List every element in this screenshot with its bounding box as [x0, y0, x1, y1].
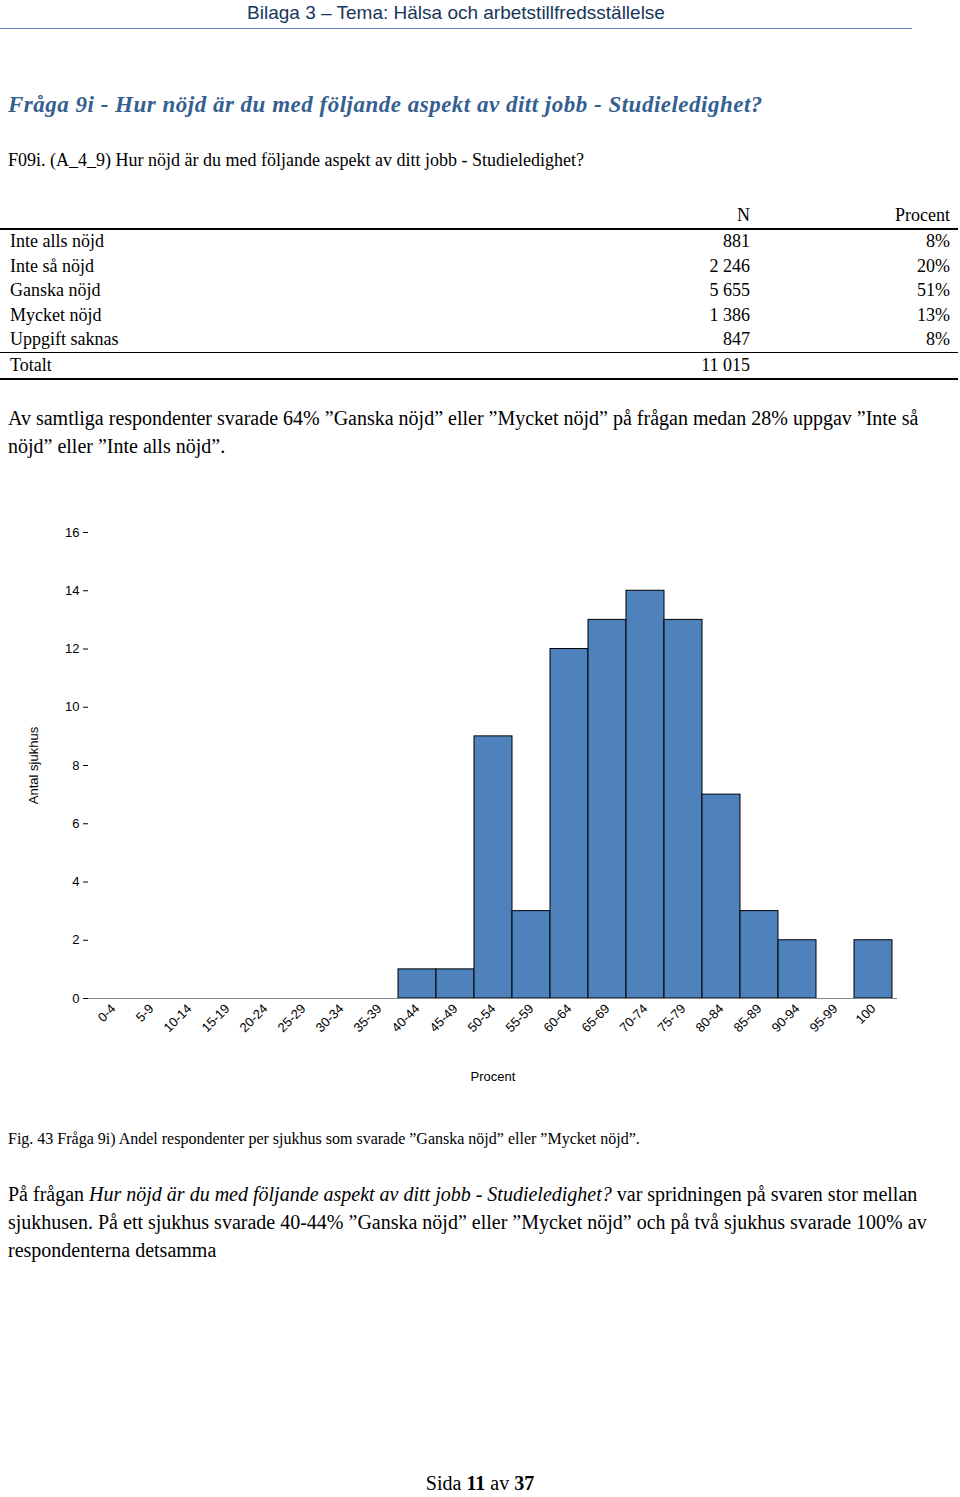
svg-text:45-49: 45-49	[426, 1001, 460, 1035]
html-text:Fig. 43 Fråga 9i) Andel respon: Fig. 43 Fråga 9i) Andel respondenter per…	[8, 1130, 640, 1147]
html-text:5 655: 5 655	[709, 280, 750, 301]
html-text:2 246: 2 246	[709, 255, 750, 276]
svg-text:5-9: 5-9	[133, 1001, 157, 1025]
html-text:Inte så nöjd: Inte så nöjd	[10, 255, 94, 276]
html-text:20%: 20%	[917, 255, 950, 276]
svg-text:10-14: 10-14	[160, 1001, 194, 1035]
svg-text:14: 14	[65, 583, 79, 598]
svg-text:100: 100	[853, 1001, 879, 1027]
svg-text:65-69: 65-69	[578, 1001, 612, 1035]
svg-text:12: 12	[65, 641, 79, 656]
svg-text:30-34: 30-34	[312, 1001, 346, 1035]
html-text:Sida 11 av 37: Sida 11 av 37	[425, 1472, 535, 1494]
html-text:51%: 51%	[917, 280, 950, 301]
html-text:Bilaga 3 – Tema: Hälsa och arb: Bilaga 3 – Tema: Hälsa och arbetstillfre…	[247, 2, 665, 23]
svg-text:70-74: 70-74	[616, 1001, 650, 1035]
html-text:8%: 8%	[926, 329, 950, 350]
html-text:Procent: Procent	[895, 204, 950, 225]
svg-text:75-79: 75-79	[654, 1001, 688, 1035]
svg-text:6: 6	[72, 816, 79, 831]
html-text:847: 847	[723, 329, 750, 350]
svg-text:0-4: 0-4	[95, 1001, 119, 1025]
html-text:881: 881	[723, 231, 750, 252]
svg-text:80-84: 80-84	[692, 1001, 726, 1035]
svg-text:8: 8	[72, 758, 79, 773]
svg-text:90-94: 90-94	[768, 1001, 802, 1035]
svg-text:Antal sjukhus: Antal sjukhus	[26, 726, 41, 804]
html-text:Ganska nöjd: Ganska nöjd	[10, 280, 101, 301]
svg-text:15-19: 15-19	[198, 1001, 232, 1035]
svg-text:50-54: 50-54	[464, 1001, 498, 1035]
svg-text:35-39: 35-39	[350, 1001, 384, 1035]
svg-text:Procent: Procent	[471, 1069, 516, 1084]
html-text:Uppgift saknas: Uppgift saknas	[10, 329, 119, 350]
html-text:F09i. (A_4_9) Hur nöjd är du m: F09i. (A_4_9) Hur nöjd är du med följand…	[8, 150, 584, 170]
html-text:Fråga 9i - Hur nöjd är du med: Fråga 9i - Hur nöjd är du med följande a…	[8, 92, 763, 117]
html-text:N: N	[737, 204, 750, 225]
svg-text:85-89: 85-89	[730, 1001, 764, 1035]
svg-text:25-29: 25-29	[274, 1001, 308, 1035]
svg-text:16: 16	[65, 525, 79, 540]
svg-text:2: 2	[72, 932, 79, 947]
svg-text:0: 0	[72, 991, 79, 1006]
html-text:Inte alls nöjd: Inte alls nöjd	[10, 231, 104, 252]
svg-text:95-99: 95-99	[806, 1001, 840, 1035]
svg-text:60-64: 60-64	[540, 1001, 574, 1035]
html-text:Av samtliga respondenter svara: Av samtliga respondenter svarade 64% ”Ga…	[8, 407, 919, 457]
svg-text:10: 10	[65, 699, 79, 714]
html-text:11 015: 11 015	[701, 354, 750, 375]
html-text:1 386: 1 386	[709, 304, 750, 325]
svg-text:20-24: 20-24	[236, 1001, 270, 1035]
svg-text:40-44: 40-44	[388, 1001, 422, 1035]
html-text:Totalt: Totalt	[10, 354, 52, 375]
svg-text:4: 4	[72, 874, 79, 889]
html-text:13%: 13%	[917, 304, 950, 325]
html-text:Mycket nöjd: Mycket nöjd	[10, 304, 102, 325]
html-text:På frågan Hur nöjd är du med f: På frågan Hur nöjd är du med följande as…	[8, 1183, 927, 1261]
svg-text:55-59: 55-59	[502, 1001, 536, 1035]
html-text:8%: 8%	[926, 231, 950, 252]
